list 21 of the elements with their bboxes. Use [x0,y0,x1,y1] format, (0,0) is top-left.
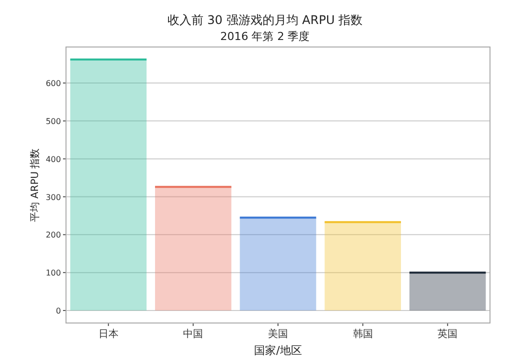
y-tick-label: 100 [46,268,61,278]
chart-subtitle: 2016 年第 2 季度 [220,30,310,43]
x-tick-label: 英国 [438,328,458,340]
x-tick-label: 中国 [183,328,204,340]
y-tick-label: 300 [46,192,61,202]
y-tick-label: 500 [46,116,61,126]
y-tick-label: 200 [46,230,61,240]
x-tick-label: 韩国 [352,328,373,340]
x-axis-title: 国家/地区 [254,344,302,357]
bar [155,186,232,310]
y-axis-title: 平均 ARPU 指数 [29,148,41,222]
y-tick-label: 400 [46,154,61,164]
x-tick-label: 日本 [98,328,118,340]
bar [409,272,486,310]
bar [324,222,401,310]
bar [70,60,147,310]
x-tick-label: 美国 [268,328,288,340]
y-tick-label: 600 [46,79,61,88]
chart-title: 收入前 30 强游戏的月均 ARPU 指数 [167,13,363,27]
bar [240,218,316,310]
y-tick-label: 0 [56,306,61,316]
